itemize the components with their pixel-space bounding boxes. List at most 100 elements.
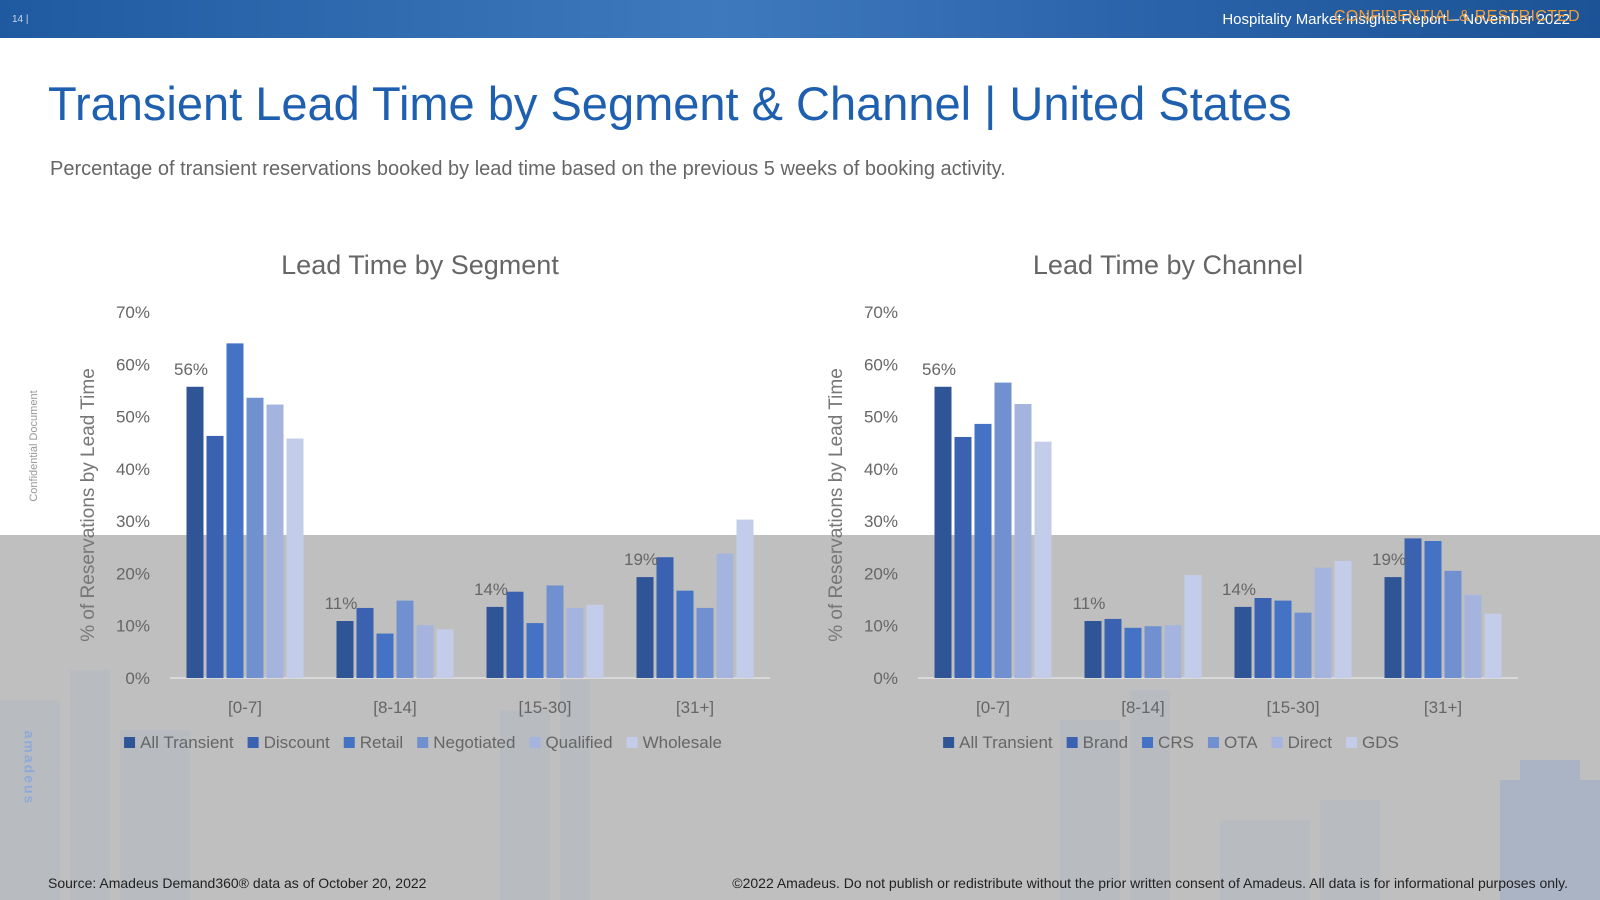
legend-item-crs: CRS: [1142, 733, 1194, 752]
chart-legend: All Transient Brand CRS OTA Direct GDS: [943, 733, 1399, 752]
x-tick-label: [15-30]: [1267, 698, 1320, 717]
y-tick-label: 30%: [864, 512, 898, 531]
legend-label: GDS: [1362, 733, 1399, 752]
bar-crs-15-30: [1274, 600, 1292, 678]
legend-label: Brand: [1083, 733, 1128, 752]
confidential-label: CONFIDENTIAL & RESTRICTED: [1333, 8, 1580, 25]
bar-negotiated-8-14: [396, 600, 414, 678]
y-tick-label: 30%: [116, 512, 150, 531]
header-bar: 14 | Hospitality Market Insights Report …: [0, 0, 1600, 38]
x-tick-label: [8-14]: [1121, 698, 1164, 717]
legend-swatch: [1066, 737, 1078, 748]
bar-qualified-8-14: [416, 625, 434, 678]
x-tick-label: [0-7]: [976, 698, 1010, 717]
amadeus-logo: amadeus: [21, 730, 38, 806]
y-tick-label: 50%: [116, 408, 150, 427]
bar-crs-31: [1424, 541, 1442, 678]
bar-qualified-15-30: [566, 607, 584, 678]
y-tick-label: 40%: [864, 460, 898, 479]
y-tick-label: 10%: [864, 617, 898, 636]
bar-retail-0-7: [226, 343, 244, 678]
legend-item-retail: Retail: [343, 733, 403, 752]
legend-label: CRS: [1158, 733, 1194, 752]
bar-discount-0-7: [206, 435, 224, 678]
legend-swatch: [124, 737, 136, 748]
legend-label: Discount: [264, 733, 330, 752]
legend-item-all-transient: All Transient: [124, 733, 234, 752]
x-tick-label: [31+]: [1424, 698, 1462, 717]
confidential-document-label: Confidential Document: [28, 390, 40, 502]
legend-item-wholesale: Wholesale: [626, 733, 722, 752]
legend-swatch: [1207, 737, 1219, 748]
bar-wholesale-15-30: [586, 604, 604, 678]
page-number: 14 |: [12, 14, 29, 25]
report-title: Hospitality Market Insights Report – Nov…: [1222, 11, 1570, 28]
y-tick-label: 70%: [116, 303, 150, 322]
data-label: 14%: [474, 580, 508, 599]
legend-swatch: [343, 737, 355, 748]
bar-ota-31: [1444, 570, 1462, 678]
legend-swatch: [247, 737, 259, 748]
bar-qualified-0-7: [266, 404, 284, 678]
bar-gds-15-30: [1334, 560, 1352, 678]
data-label: 56%: [922, 360, 956, 379]
legend-label: Direct: [1288, 733, 1333, 752]
y-tick-label: 50%: [864, 408, 898, 427]
bar-crs-0-7: [974, 423, 992, 678]
legend-swatch: [1142, 737, 1154, 748]
source-note: Source: Amadeus Demand360® data as of Oc…: [48, 875, 427, 891]
bar-direct-8-14: [1164, 625, 1182, 678]
bar-gds-8-14: [1184, 574, 1202, 678]
bar-negotiated-31: [696, 607, 714, 678]
page-title: Transient Lead Time by Segment & Channel…: [48, 77, 1292, 130]
legend-item-negotiated: Negotiated: [417, 733, 515, 752]
chart-legend: All Transient Discount Retail Negotiated Qua…: [124, 733, 722, 752]
bar-direct-15-30: [1314, 567, 1332, 678]
bar-ota-0-7: [994, 382, 1012, 678]
bar-wholesale-31: [736, 519, 754, 678]
y-tick-label: 60%: [864, 355, 898, 374]
bar-direct-31: [1464, 594, 1482, 678]
y-axis-label: % of Reservations by Lead Time: [826, 368, 847, 642]
bar-all-transient-15-30: [1234, 606, 1252, 678]
page-subtitle: Percentage of transient reservations boo…: [50, 158, 1006, 180]
bar-retail-8-14: [376, 633, 394, 678]
bar-negotiated-15-30: [546, 585, 564, 678]
legend-item-qualified: Qualified: [529, 733, 613, 752]
segment-chart: Lead Time by Segment % of Reservations by…: [78, 250, 770, 752]
y-tick-label: 0%: [873, 669, 898, 688]
bar-all-transient-0-7: [186, 386, 204, 678]
legend-item-discount: Discount: [247, 733, 330, 752]
bar-all-transient-8-14: [1084, 621, 1102, 678]
data-label: 19%: [1372, 550, 1406, 569]
data-label: 56%: [174, 360, 208, 379]
bar-brand-15-30: [1254, 598, 1272, 678]
legend-label: All Transient: [959, 733, 1053, 752]
bar-ota-8-14: [1144, 626, 1162, 678]
legend-item-direct: Direct: [1271, 733, 1333, 752]
x-tick-label: [15-30]: [519, 698, 572, 717]
bar-brand-0-7: [954, 436, 972, 678]
legend-item-brand: Brand: [1066, 733, 1128, 752]
y-tick-label: 20%: [116, 564, 150, 583]
legend-label: Wholesale: [643, 733, 722, 752]
bar-all-transient-0-7: [934, 386, 952, 678]
bar-all-transient-8-14: [336, 621, 354, 678]
y-tick-label: 60%: [116, 355, 150, 374]
bar-retail-31: [676, 590, 694, 678]
legend-swatch: [626, 737, 638, 748]
bar-gds-0-7: [1034, 441, 1052, 678]
y-tick-label: 10%: [116, 617, 150, 636]
chart-title: Lead Time by Channel: [1033, 250, 1303, 280]
bar-crs-8-14: [1124, 627, 1142, 678]
x-tick-label: [0-7]: [228, 698, 262, 717]
bar-gds-31: [1484, 613, 1502, 678]
bar-negotiated-0-7: [246, 397, 264, 678]
y-tick-label: 20%: [864, 564, 898, 583]
bar-qualified-31: [716, 553, 734, 678]
bar-brand-31: [1404, 538, 1422, 678]
bar-brand-8-14: [1104, 618, 1122, 678]
legend-swatch: [1271, 737, 1283, 748]
legend-swatch: [1346, 737, 1358, 748]
bar-wholesale-8-14: [436, 629, 454, 678]
